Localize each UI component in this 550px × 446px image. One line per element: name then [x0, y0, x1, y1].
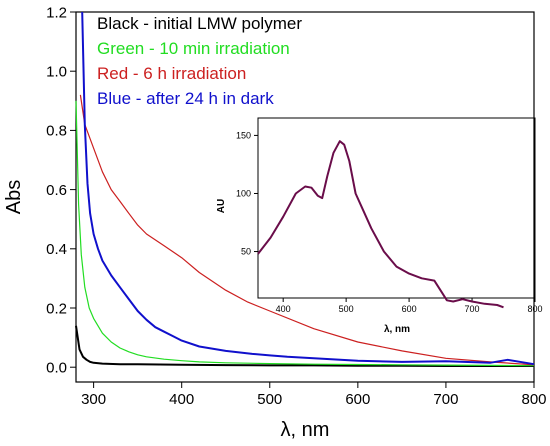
inset-x-tick-label: 500 [339, 304, 354, 314]
inset-y-axis-label: AU [216, 199, 227, 213]
main-series-line-3 [81, 11, 535, 366]
main-x-tick-label: 500 [257, 391, 282, 408]
main-series-line-2 [79, 94, 535, 366]
legend-entry-blue: Blue - after 24 h in dark [97, 89, 274, 108]
inset-x-tick-label: 700 [465, 304, 480, 314]
main-y-tick-label: 1.2 [46, 4, 67, 21]
main-x-tick-label: 600 [345, 391, 370, 408]
main-x-tick-label: 800 [521, 391, 546, 408]
legend-entry-red: Red - 6 h irradiation [97, 64, 246, 83]
inset-series-line-0 [257, 140, 504, 309]
main-series-line-1 [75, 100, 535, 367]
legend-entry-black: Black - initial LMW polymer [97, 14, 302, 33]
main-y-tick-label: 0.0 [46, 359, 67, 376]
main-chart: 300 400 500 600 700 8000.00.20.40.60.81.01.2 … [3, 4, 547, 441]
main-y-tick-label: 0.8 [46, 123, 67, 140]
main-plot-frame [75, 11, 535, 383]
main-x-axis-label: λ, nm [281, 419, 330, 441]
inset-y-tick-label: 50 [241, 247, 251, 257]
inset-plot-frame [257, 117, 536, 299]
main-axis-ticks: 300 400 500 600 700 800 0.0 0.2 0.4 0.6 0.8 1.0 1.2 [46, 4, 546, 408]
inset-chart: 400 500 600 700 800 50 100 150 AU λ, nm [216, 117, 543, 335]
inset-series-group [257, 140, 504, 309]
main-series-group [75, 11, 535, 367]
main-y-tick-label: 0.4 [46, 241, 67, 258]
main-y-tick-label: 0.6 [46, 182, 67, 199]
inset-x-tick-label: 600 [402, 304, 417, 314]
inset-x-tick-label: 400 [276, 304, 291, 314]
main-y-tick-label: 0.2 [46, 300, 67, 317]
legend-entry-green: Green - 10 min irradiation [97, 39, 290, 58]
inset-x-tick-label: 800 [527, 304, 542, 314]
main-x-tick-label: 700 [433, 391, 458, 408]
main-series-line-0 [75, 325, 534, 367]
main-x-tick-label: 400 [169, 391, 194, 408]
main-y-axis-label: Abs [3, 180, 25, 214]
inset-axis-ticks: 400 500 600 700 800 50 100 150 [236, 131, 543, 314]
main-x-tick-label: 300 [81, 391, 106, 408]
legend: Black - initial LMW polymer Green - 10 m… [97, 14, 302, 108]
main-y-tick-label: 1.0 [46, 63, 67, 80]
inset-y-tick-label: 100 [236, 189, 251, 199]
inset-y-tick-label: 150 [236, 131, 251, 141]
inset-x-axis-label: λ, nm [384, 324, 410, 335]
